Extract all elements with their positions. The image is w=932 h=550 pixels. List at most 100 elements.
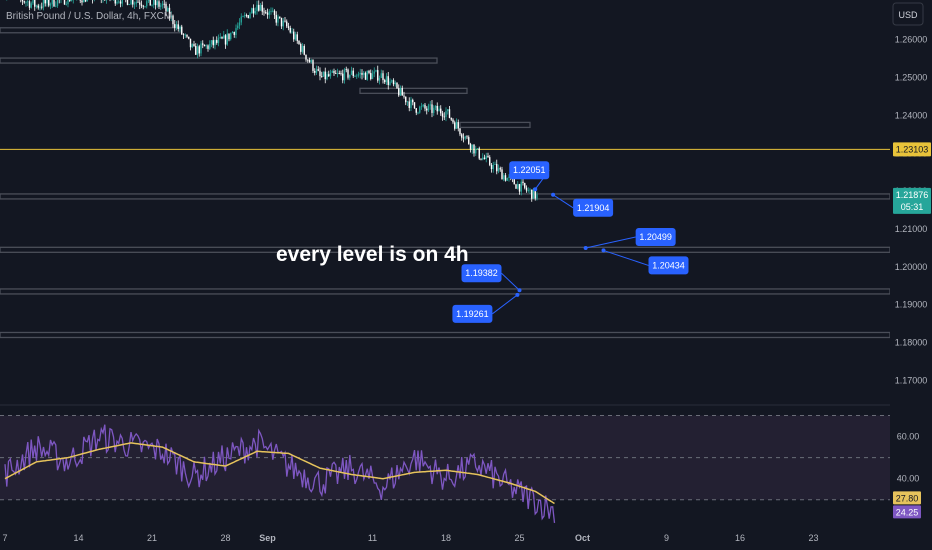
candle-body — [251, 8, 253, 14]
candle-body — [244, 15, 246, 17]
candle-body — [268, 11, 270, 15]
candle-body — [259, 4, 262, 11]
tag-anchor-point[interactable] — [551, 192, 556, 197]
currency-button[interactable] — [892, 2, 924, 26]
price-tag-box[interactable] — [573, 198, 614, 217]
candle-body — [32, 0, 34, 4]
candle-body — [499, 168, 501, 170]
tag-anchor-point[interactable] — [583, 245, 588, 250]
candle-body — [55, 5, 57, 7]
time-tick-label: Sep — [259, 533, 276, 543]
candle-body — [41, 6, 43, 8]
candle-body — [300, 43, 302, 52]
candle-body — [371, 73, 374, 80]
tag-anchor-point[interactable] — [515, 292, 520, 297]
candle-body — [410, 99, 412, 108]
price-tag-box[interactable] — [452, 304, 493, 323]
candle-body — [196, 46, 199, 55]
candle-body — [294, 34, 297, 40]
candle-body — [284, 20, 286, 22]
price-tag-box[interactable] — [648, 256, 689, 275]
level-line-3[interactable] — [0, 57, 438, 64]
candle-body — [305, 54, 307, 60]
candle-body — [140, 4, 143, 6]
tag-anchor-point[interactable] — [533, 187, 538, 192]
level-line-4[interactable] — [359, 87, 468, 94]
candle-body — [174, 24, 176, 28]
candle-body — [459, 128, 461, 135]
candle-body — [368, 70, 370, 73]
candle-body — [517, 184, 519, 189]
candle-body — [154, 0, 157, 6]
candle-body — [434, 105, 437, 108]
candle-body — [454, 122, 456, 129]
annotation-text[interactable]: every level is on 4h — [276, 243, 469, 266]
candle-body — [49, 4, 52, 6]
candle-body — [258, 4, 260, 11]
candle-body — [249, 13, 251, 19]
candle-body — [408, 101, 410, 108]
candle-body — [203, 44, 206, 47]
candle-body — [282, 20, 284, 27]
candle-body — [485, 155, 487, 160]
currency-button-label[interactable]: USD — [898, 10, 918, 20]
candle-body — [331, 70, 333, 73]
candle-body — [392, 80, 395, 85]
candle-body — [121, 0, 123, 4]
candle-body — [228, 33, 230, 40]
candle-body — [207, 45, 209, 49]
candle-body — [350, 70, 353, 75]
candle-body — [256, 4, 258, 11]
candle-body — [261, 4, 263, 12]
price-tag-box[interactable] — [461, 264, 502, 283]
price-tick-label: 1.18000 — [895, 338, 928, 348]
candle-body — [412, 99, 414, 103]
candle-body — [307, 59, 309, 61]
tag-anchor-point[interactable] — [601, 248, 606, 253]
candle-body — [53, 0, 55, 7]
tag-connector — [552, 194, 574, 209]
candle-body — [144, 6, 146, 8]
candle-body — [464, 136, 466, 139]
candle-body — [380, 73, 382, 79]
candle-body — [161, 3, 164, 6]
candle-body — [324, 71, 326, 80]
candles[interactable] — [4, 0, 538, 202]
price-tags[interactable]: 1.22051 1.21904 1.20499 1.20434 1.19382 1.192… — [452, 161, 689, 323]
candle-body — [139, 2, 141, 5]
candle-body — [522, 181, 524, 184]
candle-body — [168, 7, 171, 18]
candle-body — [420, 106, 423, 108]
candle-body — [231, 31, 234, 34]
candle-body — [399, 87, 402, 96]
candle-body — [529, 189, 531, 191]
candle-body — [230, 33, 232, 40]
candle-body — [354, 76, 356, 77]
candle-body — [370, 72, 372, 80]
candle-body — [482, 157, 484, 160]
candle-body — [378, 78, 381, 81]
level-line-5[interactable] — [459, 121, 531, 129]
symbol-legend[interactable]: British Pound / U.S. Dollar, 4h, FXCM — [6, 11, 172, 22]
candle-body — [531, 189, 533, 199]
price-tag-box[interactable] — [635, 227, 676, 246]
price-axis[interactable] — [890, 0, 932, 550]
candle-body — [471, 144, 473, 150]
candle-body — [149, 0, 151, 6]
candle-body — [504, 175, 507, 181]
time-tick-label: 7 — [2, 533, 7, 543]
tag-connector — [585, 236, 636, 249]
candle-body — [160, 5, 162, 7]
tag-anchor-point[interactable] — [517, 288, 522, 293]
price-tag-box[interactable] — [509, 161, 550, 180]
candle-body — [39, 6, 41, 8]
candle-body — [321, 76, 323, 77]
candle-body — [79, 0, 81, 1]
candle-body — [366, 70, 368, 80]
candle-body — [314, 70, 316, 73]
candle-body — [189, 38, 192, 48]
candle-body — [457, 122, 459, 129]
tag-connector — [501, 272, 520, 291]
price-tick-label: 1.25000 — [895, 73, 928, 83]
